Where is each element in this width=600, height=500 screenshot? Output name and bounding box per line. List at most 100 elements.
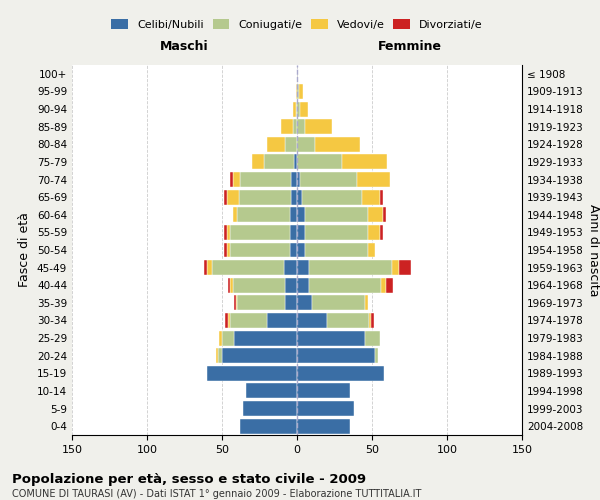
Bar <box>233 278 285 292</box>
Bar <box>300 172 357 187</box>
Bar <box>380 225 383 240</box>
Bar <box>305 225 367 240</box>
Bar <box>243 401 297 416</box>
Text: Popolazione per età, sesso e stato civile - 2009: Popolazione per età, sesso e stato civil… <box>12 472 366 486</box>
Bar <box>297 366 384 381</box>
Bar <box>399 260 411 275</box>
Bar <box>297 84 299 99</box>
Bar <box>284 260 297 275</box>
Bar <box>291 190 297 204</box>
Bar <box>297 330 365 345</box>
Bar <box>297 208 305 222</box>
Bar <box>367 242 375 258</box>
Bar <box>297 313 327 328</box>
Bar <box>233 208 237 222</box>
Bar <box>293 102 296 116</box>
Bar <box>297 137 315 152</box>
Bar <box>365 330 380 345</box>
Bar <box>240 172 291 187</box>
Bar <box>297 172 300 187</box>
Bar <box>297 348 375 363</box>
Bar <box>386 278 393 292</box>
Bar <box>309 278 381 292</box>
Bar <box>290 242 297 258</box>
Bar <box>297 154 342 170</box>
Bar <box>327 313 369 328</box>
Bar <box>207 366 297 381</box>
Bar <box>294 154 297 170</box>
Bar <box>234 296 235 310</box>
Bar <box>228 278 229 292</box>
Bar <box>246 384 297 398</box>
Bar <box>342 154 387 170</box>
Y-axis label: Fasce di età: Fasce di età <box>19 212 31 288</box>
Bar <box>267 137 285 152</box>
Bar <box>227 242 229 258</box>
Bar <box>297 190 302 204</box>
Bar <box>291 172 297 187</box>
Bar <box>367 225 380 240</box>
Bar <box>233 172 240 187</box>
Bar <box>216 348 218 363</box>
Bar <box>225 313 228 328</box>
Bar <box>380 190 383 204</box>
Bar <box>309 260 392 275</box>
Bar <box>264 154 294 170</box>
Bar <box>227 225 229 240</box>
Bar <box>229 242 290 258</box>
Bar <box>228 313 229 328</box>
Bar <box>285 296 297 310</box>
Bar <box>371 313 373 328</box>
Bar <box>296 84 297 99</box>
Bar <box>302 190 361 204</box>
Bar <box>290 208 297 222</box>
Bar <box>296 102 297 116</box>
Bar <box>357 172 390 187</box>
Bar <box>281 119 293 134</box>
Bar <box>369 313 371 328</box>
Bar <box>361 190 380 204</box>
Bar <box>297 401 354 416</box>
Bar <box>293 119 297 134</box>
Y-axis label: Anni di nascita: Anni di nascita <box>587 204 600 296</box>
Bar <box>383 208 386 222</box>
Bar <box>239 190 291 204</box>
Bar <box>297 418 349 434</box>
Bar <box>297 384 349 398</box>
Bar <box>305 208 367 222</box>
Bar <box>297 296 312 310</box>
Bar <box>300 102 308 116</box>
Bar <box>237 296 285 310</box>
Bar <box>297 102 300 116</box>
Bar <box>267 313 297 328</box>
Bar <box>305 119 331 134</box>
Text: Femmine: Femmine <box>377 40 442 52</box>
Bar <box>297 278 309 292</box>
Bar <box>237 208 290 222</box>
Text: COMUNE DI TAURASI (AV) - Dati ISTAT 1° gennaio 2009 - Elaborazione TUTTITALIA.IT: COMUNE DI TAURASI (AV) - Dati ISTAT 1° g… <box>12 489 421 499</box>
Bar <box>297 260 309 275</box>
Bar <box>223 190 227 204</box>
Legend: Celibi/Nubili, Coniugati/e, Vedovi/e, Divorziati/e: Celibi/Nubili, Coniugati/e, Vedovi/e, Di… <box>112 19 482 30</box>
Bar <box>365 296 367 310</box>
Bar <box>297 242 305 258</box>
Bar <box>367 208 383 222</box>
Bar <box>212 260 284 275</box>
Bar <box>207 260 212 275</box>
Bar <box>229 172 233 187</box>
Bar <box>234 330 297 345</box>
Bar <box>290 225 297 240</box>
Bar <box>229 313 267 328</box>
Text: Maschi: Maschi <box>160 40 209 52</box>
Bar <box>285 137 297 152</box>
Bar <box>204 260 207 275</box>
Bar <box>227 190 239 204</box>
Bar <box>297 119 305 134</box>
Bar <box>223 242 227 258</box>
Bar <box>229 278 233 292</box>
Bar <box>381 278 386 292</box>
Bar <box>218 348 222 363</box>
Bar <box>299 84 303 99</box>
Bar <box>375 348 378 363</box>
Bar <box>229 225 290 240</box>
